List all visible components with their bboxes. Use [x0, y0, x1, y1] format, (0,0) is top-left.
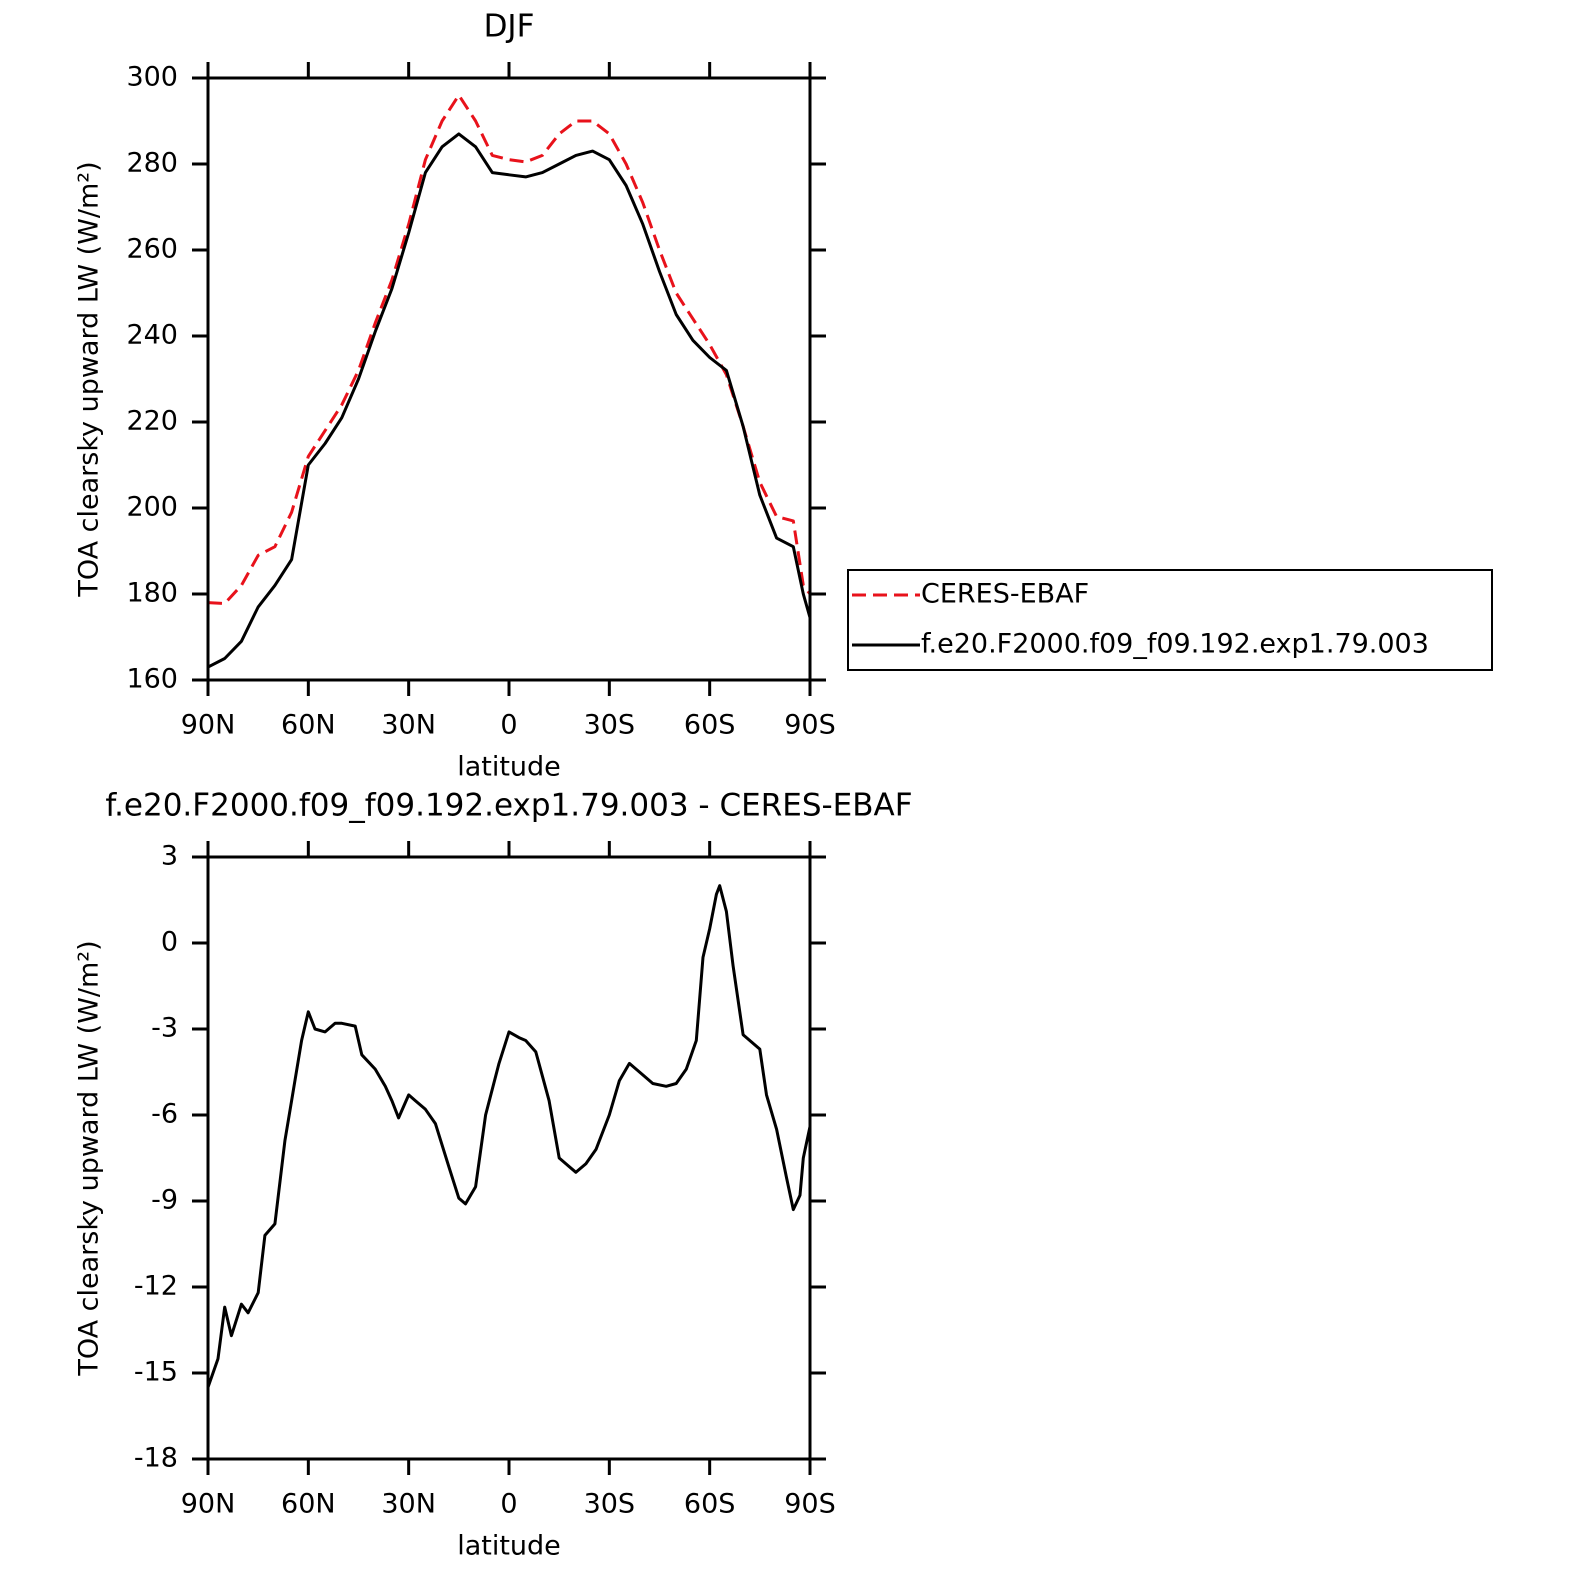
chart-title: f.e20.F2000.f09_f09.192.exp1.79.003 - CE…	[105, 788, 912, 824]
x-tick-label: 60N	[281, 710, 336, 741]
y-axis-label: TOA clearsky upward LW (W/m²)	[74, 940, 105, 1376]
legend-box	[847, 569, 1493, 671]
x-tick-label: 0	[500, 1489, 517, 1520]
y-tick-label: -18	[134, 1443, 178, 1474]
x-tick-label: 30N	[381, 1489, 436, 1520]
y-tick-label: 260	[126, 234, 178, 265]
y-tick-label: -15	[134, 1357, 178, 1388]
x-tick-label: 90N	[181, 1489, 236, 1520]
y-tick-label: 240	[126, 320, 178, 351]
legend-label: f.e20.F2000.f09_f09.192.exp1.79.003	[921, 629, 1429, 660]
y-tick-label: 3	[161, 841, 178, 872]
legend-label: CERES-EBAF	[921, 579, 1089, 610]
y-tick-label: 220	[126, 406, 178, 437]
x-tick-label: 90S	[784, 1489, 836, 1520]
y-tick-label: 0	[161, 927, 178, 958]
y-tick-label: 180	[126, 578, 178, 609]
x-tick-label: 60S	[684, 1489, 736, 1520]
plot-frame	[206, 76, 812, 682]
y-tick-label: 160	[126, 664, 178, 695]
y-axis-label: TOA clearsky upward LW (W/m²)	[74, 161, 105, 597]
y-tick-label: -3	[151, 1013, 178, 1044]
y-tick-label: -6	[151, 1099, 178, 1130]
x-tick-label: 0	[500, 710, 517, 741]
chart-title: DJF	[484, 9, 535, 45]
x-axis-label: latitude	[457, 752, 561, 783]
y-tick-label: 300	[126, 62, 178, 93]
x-tick-label: 60S	[684, 710, 736, 741]
y-tick-label: -9	[151, 1185, 178, 1216]
plot-frame	[206, 855, 812, 1461]
y-tick-label: 280	[126, 148, 178, 179]
x-tick-label: 90N	[181, 710, 236, 741]
x-axis-label: latitude	[457, 1531, 561, 1562]
data-line	[206, 884, 812, 1388]
x-tick-label: 30S	[584, 1489, 636, 1520]
y-tick-label: 200	[126, 492, 178, 523]
x-tick-label: 30S	[584, 710, 636, 741]
data-line	[207, 132, 812, 669]
x-tick-label: 30N	[381, 710, 436, 741]
x-tick-label: 60N	[281, 1489, 336, 1520]
y-tick-label: -12	[134, 1271, 178, 1302]
x-tick-label: 90S	[784, 710, 836, 741]
